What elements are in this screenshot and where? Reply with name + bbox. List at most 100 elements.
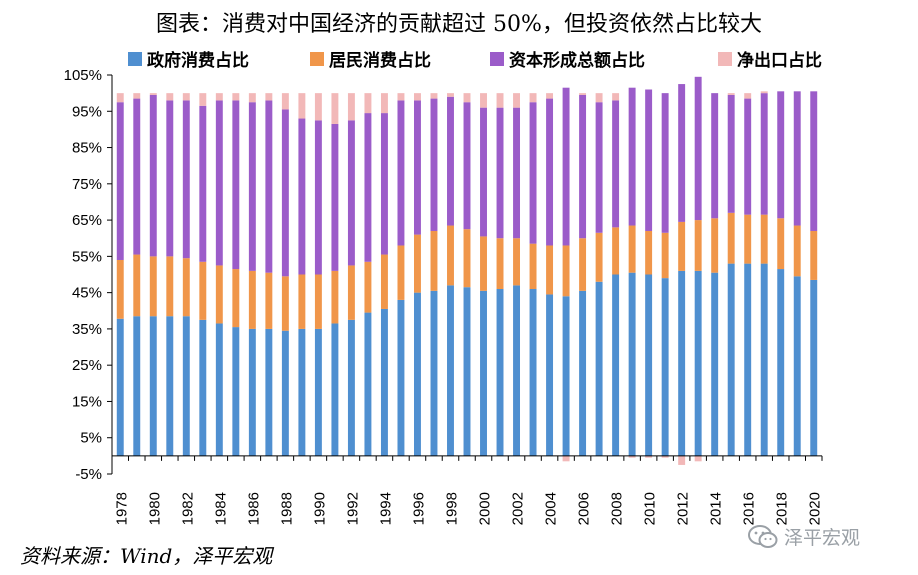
bar-stack-1988 [281, 93, 289, 456]
bar-segment-net [628, 455, 636, 458]
bar-segment-gov [777, 269, 785, 456]
bar-stack-1996 [413, 93, 421, 456]
y-tick-label: 85% [72, 140, 102, 157]
bar-segment-net [529, 93, 537, 103]
bar-segment-inv [116, 102, 124, 260]
y-tick-label: -5% [75, 466, 102, 483]
bar-stack-1993 [364, 93, 372, 456]
bar-segment-gov [612, 274, 620, 456]
x-tick-label: 2018 [774, 492, 791, 525]
x-tick-label: 2014 [708, 492, 725, 525]
bar-segment-inv [347, 120, 355, 266]
bar-segment-res [777, 218, 785, 270]
bar-stack-1984 [215, 93, 223, 456]
bar-segment-res [711, 218, 719, 273]
bar-stack-1997 [430, 93, 438, 456]
bar-segment-gov [579, 290, 587, 456]
x-tick-label: 1992 [344, 492, 361, 525]
bar-segment-inv [248, 102, 256, 271]
bar-segment-res [480, 236, 487, 291]
bar-segment-res [149, 256, 157, 317]
bar-segment-gov [447, 285, 454, 456]
bar-segment-net [496, 93, 504, 108]
bar-segment-inv [166, 100, 174, 257]
bar-segment-gov [793, 276, 801, 456]
bar-segment-gov [182, 316, 190, 456]
bar-segment-res [744, 214, 752, 264]
bar-segment-inv [777, 91, 785, 219]
legend-label: 居民消费占比 [329, 50, 431, 71]
bar-segment-res [727, 212, 735, 264]
bar-stack-1987 [265, 93, 273, 456]
x-tick-label: 2006 [576, 492, 593, 525]
bar-segment-net [413, 93, 421, 101]
bar-segment-gov [397, 299, 405, 456]
bar-segment-gov [248, 328, 256, 456]
legend-swatch [718, 52, 732, 66]
bar-segment-res [562, 245, 570, 297]
bar-segment-inv [182, 100, 190, 259]
bar-segment-inv [810, 91, 818, 231]
bar-stack-2005 [562, 87, 570, 462]
bar-segment-net [232, 93, 240, 101]
bar-stack-2017 [760, 91, 768, 456]
legend-swatch [490, 52, 504, 66]
bar-segment-gov [562, 296, 570, 456]
y-tick-label: 25% [72, 357, 102, 374]
bar-segment-gov [744, 263, 752, 456]
x-tick-label: 1986 [245, 492, 262, 525]
bar-segment-inv [562, 87, 570, 246]
bar-segment-gov [810, 279, 818, 456]
bar-segment-gov [727, 263, 735, 456]
bar-segment-net [281, 93, 289, 110]
bar-stack-2010 [645, 89, 653, 458]
bar-segment-net [182, 93, 190, 101]
bar-segment-res [116, 259, 124, 319]
y-tick-label: 5% [80, 430, 102, 447]
bar-segment-net [612, 93, 620, 101]
bar-segment-res [413, 234, 421, 293]
bar-segment-gov [364, 312, 372, 456]
bar-segment-inv [413, 100, 421, 235]
bar-segment-res [331, 270, 339, 324]
y-tick-label: 45% [72, 285, 102, 302]
bar-segment-net [760, 91, 768, 94]
x-tick-label: 1982 [179, 492, 196, 525]
bar-segment-gov [645, 274, 653, 456]
bar-segment-net [661, 455, 669, 458]
bar-stack-2002 [513, 93, 521, 456]
wechat-icon [748, 524, 778, 548]
legend-item: 资本形成总额占比 [490, 50, 645, 71]
bar-segment-net [579, 93, 587, 95]
bar-segment-net [248, 93, 256, 103]
bar-segment-inv [364, 113, 372, 262]
bar-segment-net [298, 93, 306, 119]
bar-stack-1994 [380, 93, 388, 456]
x-tick-label: 1980 [146, 492, 163, 525]
bar-segment-net [513, 93, 521, 108]
bar-segment-gov [760, 263, 768, 456]
bar-segment-gov [116, 318, 124, 456]
y-axis: -5% 5% 15% 25% 35% 45% 55% 65% 75% 85% 95% 105% [64, 67, 113, 483]
bar-segment-gov [166, 316, 174, 456]
bar-stack-2006 [579, 93, 587, 456]
bar-segment-gov [694, 270, 702, 456]
bar-segment-res [447, 225, 454, 286]
legend-item: 政府消费占比 [128, 50, 249, 71]
bar-segment-net [215, 93, 223, 101]
bar-segment-inv [314, 120, 322, 275]
bar-stack-1986 [248, 93, 256, 456]
bar-stack-1985 [232, 93, 240, 456]
bar-stack-2020 [810, 91, 818, 456]
bar-segment-gov [480, 290, 487, 456]
bar-segment-net [694, 455, 702, 462]
bar-segment-res [645, 230, 653, 275]
bar-segment-res [298, 274, 306, 329]
x-tick-label: 1998 [443, 492, 460, 525]
bar-segment-net [314, 93, 322, 121]
bar-stack-1981 [166, 93, 174, 456]
legend-swatch [310, 52, 324, 66]
bar-segment-net [347, 93, 355, 121]
bar-segment-inv [496, 107, 504, 239]
